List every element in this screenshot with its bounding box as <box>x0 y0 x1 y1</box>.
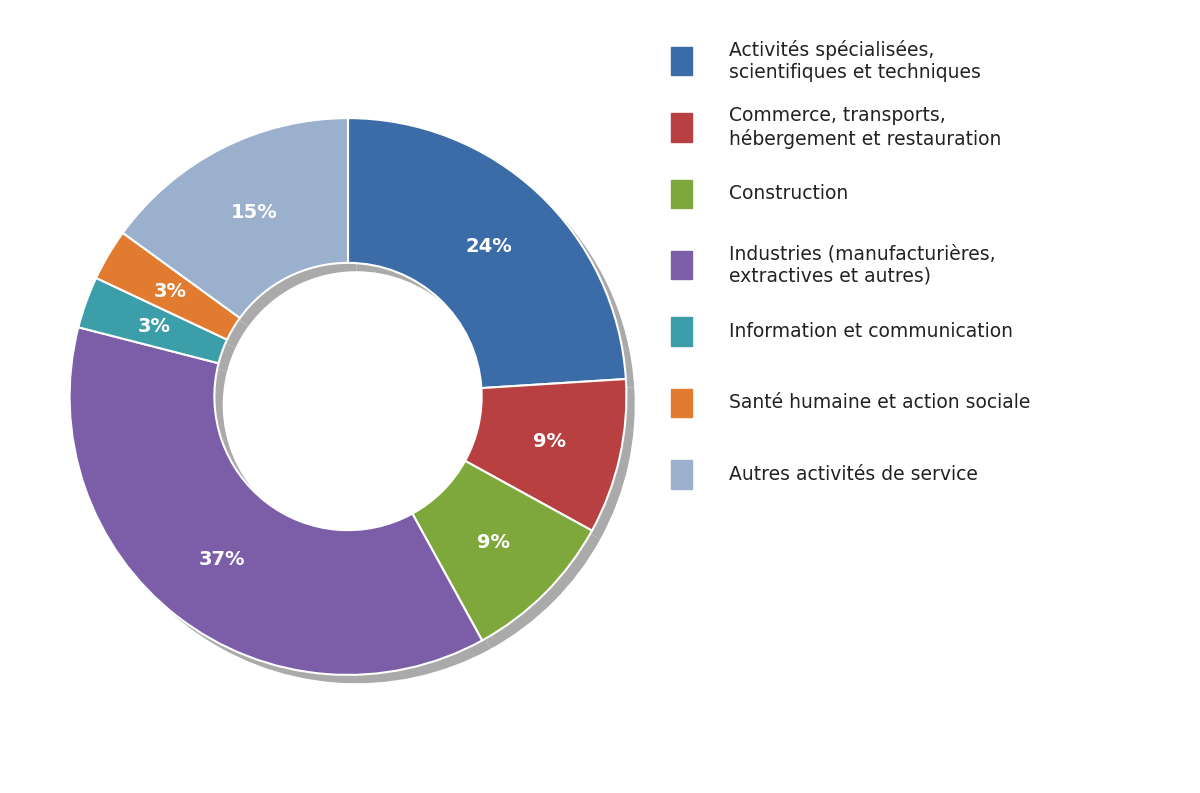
Text: Commerce, transports,
hébergement et restauration: Commerce, transports, hébergement et res… <box>728 106 1001 148</box>
Wedge shape <box>131 126 356 326</box>
Text: Construction: Construction <box>728 184 848 203</box>
Bar <box>671 113 691 142</box>
Wedge shape <box>421 469 600 649</box>
Text: Information et communication: Information et communication <box>728 322 1013 341</box>
Bar <box>671 317 691 346</box>
Wedge shape <box>466 379 626 531</box>
Text: 15%: 15% <box>232 204 278 223</box>
Text: 9%: 9% <box>478 533 510 552</box>
Bar <box>671 460 691 488</box>
Wedge shape <box>78 335 491 684</box>
Bar <box>671 251 691 279</box>
Text: Activités spécialisées,
scientifiques et techniques: Activités spécialisées, scientifiques et… <box>728 40 980 82</box>
Wedge shape <box>96 233 240 339</box>
Wedge shape <box>122 118 348 318</box>
Wedge shape <box>78 278 227 363</box>
Wedge shape <box>474 387 635 539</box>
Text: 3%: 3% <box>154 282 187 301</box>
Text: 37%: 37% <box>198 550 245 569</box>
Text: 24%: 24% <box>466 237 512 256</box>
Wedge shape <box>104 241 248 348</box>
Wedge shape <box>413 461 592 641</box>
Bar <box>671 47 691 75</box>
Bar <box>671 389 691 417</box>
Wedge shape <box>70 328 482 675</box>
Text: 9%: 9% <box>533 432 565 451</box>
Wedge shape <box>356 126 635 396</box>
Text: 3%: 3% <box>138 317 170 336</box>
Text: Autres activités de service: Autres activités de service <box>728 465 978 484</box>
Wedge shape <box>86 286 235 372</box>
Wedge shape <box>348 118 626 388</box>
Text: Industries (manufacturières,
extractives et autres): Industries (manufacturières, extractives… <box>728 245 995 285</box>
Bar <box>671 179 691 208</box>
Text: Santé humaine et action sociale: Santé humaine et action sociale <box>728 393 1030 412</box>
